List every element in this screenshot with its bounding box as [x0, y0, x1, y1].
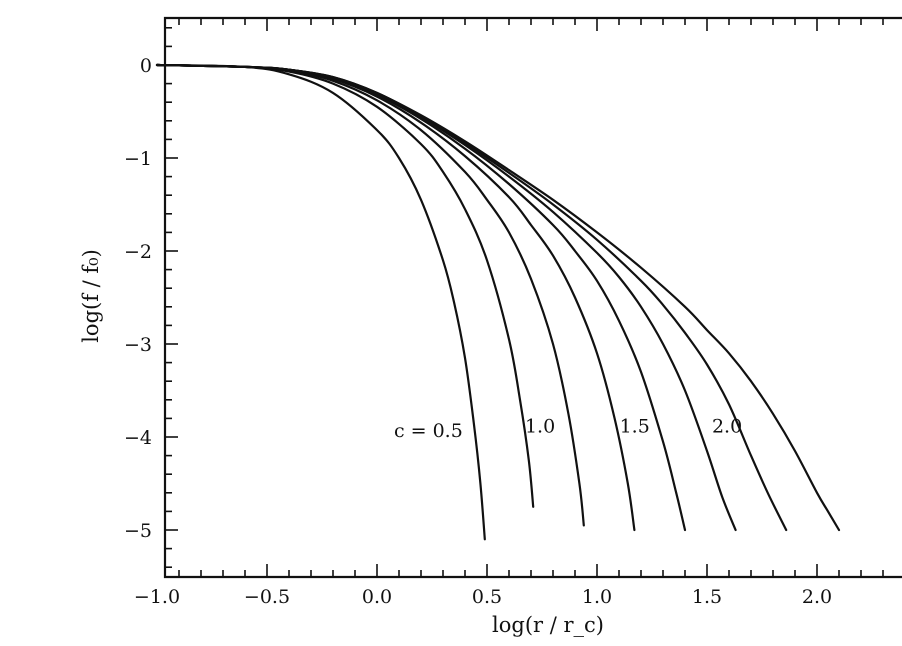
x-tick-label: 0.5	[472, 586, 502, 608]
x-tick-label: 1.5	[692, 586, 722, 608]
curve-label: 1.5	[620, 415, 650, 437]
curve-1	[155, 63, 486, 541]
curve-label: 1.0	[525, 415, 555, 437]
y-tick-label: 0	[140, 55, 152, 77]
curve-label: 2.0	[712, 415, 742, 437]
curve-3	[155, 63, 585, 527]
x-tick-label: 1.0	[582, 586, 612, 608]
curve-5	[155, 63, 687, 532]
plot-frame	[163, 16, 902, 579]
y-tick-label: −4	[124, 427, 152, 449]
y-tick-label: −2	[124, 241, 152, 263]
x-tick-label: 0.0	[362, 586, 392, 608]
x-axis-label: log(r / r_c)	[492, 613, 604, 637]
y-tick-label: −3	[124, 334, 152, 356]
x-tick-label: 2.0	[802, 586, 832, 608]
x-tick-label: −0.5	[244, 586, 290, 608]
curve-label: c = 0.5	[394, 420, 463, 442]
x-tick-label: −1.0	[134, 586, 180, 608]
y-tick-label: −5	[124, 520, 152, 542]
curve-4	[155, 63, 636, 532]
curve-7	[155, 63, 788, 532]
curve-8	[155, 63, 841, 532]
y-axis-label: log(f / f₀)	[79, 249, 103, 343]
y-tick-label: −1	[124, 148, 152, 170]
